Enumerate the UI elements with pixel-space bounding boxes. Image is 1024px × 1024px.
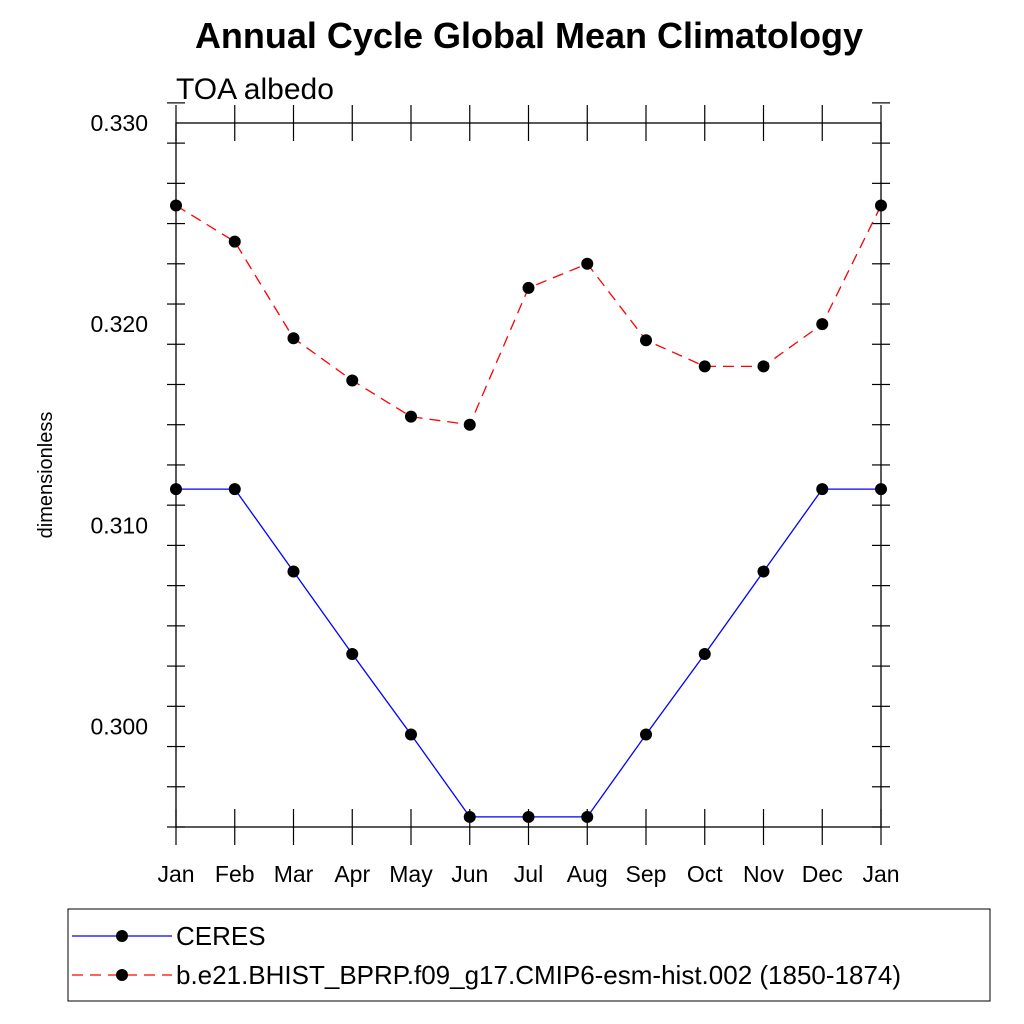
data-point [463, 418, 476, 431]
x-tick-label: Mar [274, 861, 314, 887]
y-tick-label: 0.330 [90, 110, 148, 136]
data-point [287, 565, 300, 578]
x-tick-label: Feb [215, 861, 255, 887]
data-point [170, 199, 182, 212]
y-tick-labels: 0.300 0.310 0.320 0.330 [90, 110, 148, 739]
data-point [640, 728, 652, 741]
chart-title: Annual Cycle Global Mean Climatology [195, 15, 863, 56]
data-point [875, 199, 887, 212]
x-tick-label: Jun [451, 861, 488, 887]
plot-frame [175, 122, 882, 828]
data-point [228, 483, 241, 496]
data-point [581, 810, 594, 823]
x-tick-label: Jan [862, 861, 899, 887]
data-point [463, 810, 476, 823]
y-axis-label: dimensionless [35, 412, 57, 539]
series-0 [170, 483, 887, 823]
series-layer [170, 199, 887, 823]
data-point [698, 360, 711, 373]
legend-entry: b.e21.BHIST_BPRP.f09_g17.CMIP6-esm-hist.… [72, 960, 901, 990]
x-tick-label: Nov [743, 861, 784, 887]
y-tick-label: 0.300 [90, 713, 148, 739]
data-point [581, 257, 594, 270]
data-point [346, 648, 359, 661]
legend-label: CERES [176, 921, 266, 951]
x-tick-label: Oct [687, 861, 723, 887]
series-line [175, 204, 882, 426]
x-tick-labels: Jan Feb Mar Apr May Jun Jul Aug Sep Oct Nov Dec Jan [157, 861, 899, 887]
data-point [405, 410, 417, 423]
legend-marker [116, 969, 128, 981]
y-tick-label: 0.320 [90, 311, 148, 337]
y-tick-label: 0.310 [90, 512, 148, 538]
data-point [522, 810, 535, 823]
data-point [875, 483, 887, 496]
data-point [228, 235, 241, 248]
data-point [698, 648, 711, 661]
series-1 [170, 199, 887, 431]
data-point [405, 728, 417, 741]
data-point [522, 281, 535, 294]
data-point [170, 483, 182, 496]
x-tick-label: Dec [802, 861, 843, 887]
x-tick-label: Jan [157, 861, 194, 887]
legend-box [67, 908, 991, 1002]
data-point [346, 374, 359, 387]
data-point [816, 483, 829, 496]
data-point [640, 334, 652, 347]
data-point [757, 360, 770, 373]
legend-label: b.e21.BHIST_BPRP.f09_g17.CMIP6-esm-hist.… [176, 960, 901, 990]
x-tick-label: Jul [514, 861, 543, 887]
legend: CERES b.e21.BHIST_BPRP.f09_g17.CMIP6-esm-… [72, 921, 901, 990]
data-point [757, 565, 770, 578]
data-point [287, 332, 300, 345]
data-point [816, 318, 829, 331]
x-tick-label: Sep [626, 861, 667, 887]
legend-entry: CERES [72, 921, 266, 951]
x-tick-label: Apr [334, 861, 370, 887]
legend-marker [116, 930, 128, 942]
series-line [176, 488, 881, 818]
axis-ticks [167, 102, 890, 845]
x-tick-label: Aug [567, 861, 608, 887]
x-tick-label: May [389, 861, 433, 887]
chart-subtitle: TOA albedo [176, 73, 334, 106]
